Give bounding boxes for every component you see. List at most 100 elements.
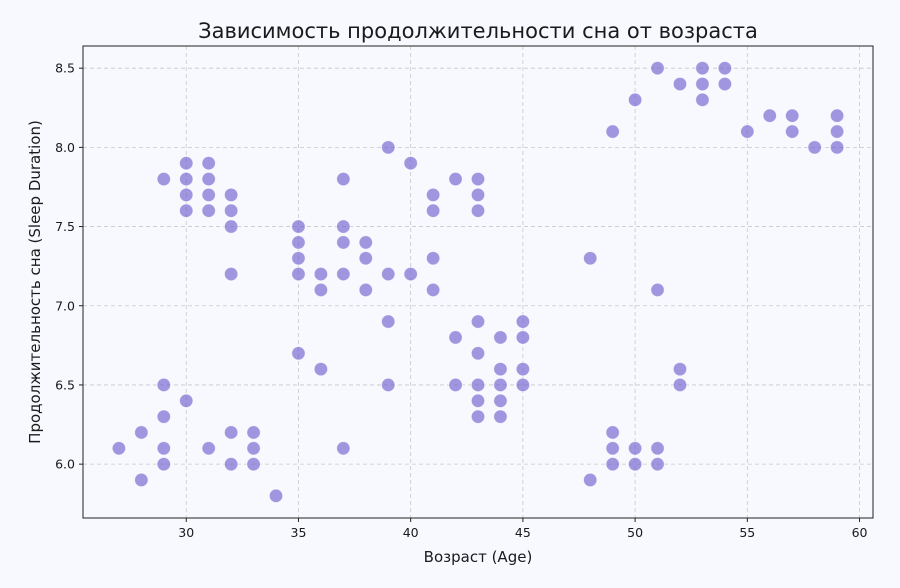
data-point [223,219,239,234]
chart-title: Зависимость продолжительности сна от воз… [198,19,758,43]
data-point [448,330,463,345]
data-point [178,171,194,187]
data-point [829,124,845,139]
data-point [134,425,149,440]
data-point [717,60,733,76]
data-point [672,377,688,393]
data-point [493,377,508,393]
data-point [784,124,800,139]
data-point [336,219,351,234]
data-point [403,266,418,282]
data-point [829,140,845,155]
data-point [515,314,531,329]
data-point [291,235,306,250]
data-points [111,60,845,504]
y-tick-label: 7.5 [55,219,75,234]
data-point [313,266,329,282]
x-tick-label: 55 [739,525,755,540]
data-point [627,441,643,456]
data-point [672,76,688,92]
data-point [605,456,620,472]
data-point [336,266,351,282]
data-point [425,282,441,298]
data-point [358,235,374,250]
data-point [695,60,710,76]
y-tick-label: 8.5 [55,61,75,76]
data-point [336,235,351,250]
data-point [156,456,172,472]
y-axis-ticks: 6.0 6.5 7.0 7.5 8.0 8.5 [55,61,83,472]
data-point [515,330,531,345]
data-point [695,92,710,108]
data-point [291,219,306,234]
data-point [650,456,665,472]
data-point [470,409,486,424]
data-point [291,266,306,282]
data-point [672,361,688,377]
data-point [470,171,486,187]
data-point [156,409,172,424]
data-point [380,377,396,393]
data-point [807,140,822,155]
data-point [134,472,149,488]
data-point [223,425,239,440]
data-point [178,393,194,409]
x-axis-label: Возраст (Age) [424,548,533,566]
data-point [313,282,329,298]
x-tick-label: 60 [852,525,868,540]
x-tick-label: 30 [178,525,194,540]
data-point [425,187,441,203]
data-point [380,266,396,282]
y-tick-label: 8.0 [55,140,75,155]
data-point [156,377,172,393]
y-tick-label: 7.0 [55,298,75,313]
data-point [223,266,239,282]
data-point [358,282,374,298]
data-point [246,456,261,472]
data-point [470,314,486,329]
data-point [762,108,778,123]
y-axis-label: Продолжительность сна (Sleep Duration) [26,120,44,444]
data-point [582,250,598,266]
data-point [650,282,665,298]
data-point [380,140,396,155]
data-point [403,155,418,171]
data-point [111,441,127,456]
data-point [268,488,284,504]
data-point [201,155,216,171]
data-point [291,345,306,361]
data-point [425,203,441,219]
data-point [740,124,755,139]
data-point [201,203,216,219]
data-point [717,76,733,92]
data-point [156,441,172,456]
data-point [650,441,665,456]
data-point [223,187,239,203]
data-point [627,456,643,472]
data-point [448,171,463,187]
data-point [470,187,486,203]
data-point [448,377,463,393]
y-tick-label: 6.5 [55,377,75,392]
plot-frame [82,45,874,519]
data-point [425,250,441,266]
data-point [605,124,620,139]
data-point [336,441,351,456]
data-point [201,187,216,203]
data-point [178,187,194,203]
data-point [358,250,374,266]
data-point [650,60,665,76]
data-point [493,330,508,345]
data-point [470,377,486,393]
data-point [515,361,531,377]
data-point [201,441,216,456]
data-point [201,171,216,187]
data-point [493,361,508,377]
data-point [470,345,486,361]
data-point [223,456,239,472]
data-point [291,250,306,266]
data-point [582,472,598,488]
x-tick-label: 45 [515,525,531,540]
x-tick-label: 40 [403,525,419,540]
